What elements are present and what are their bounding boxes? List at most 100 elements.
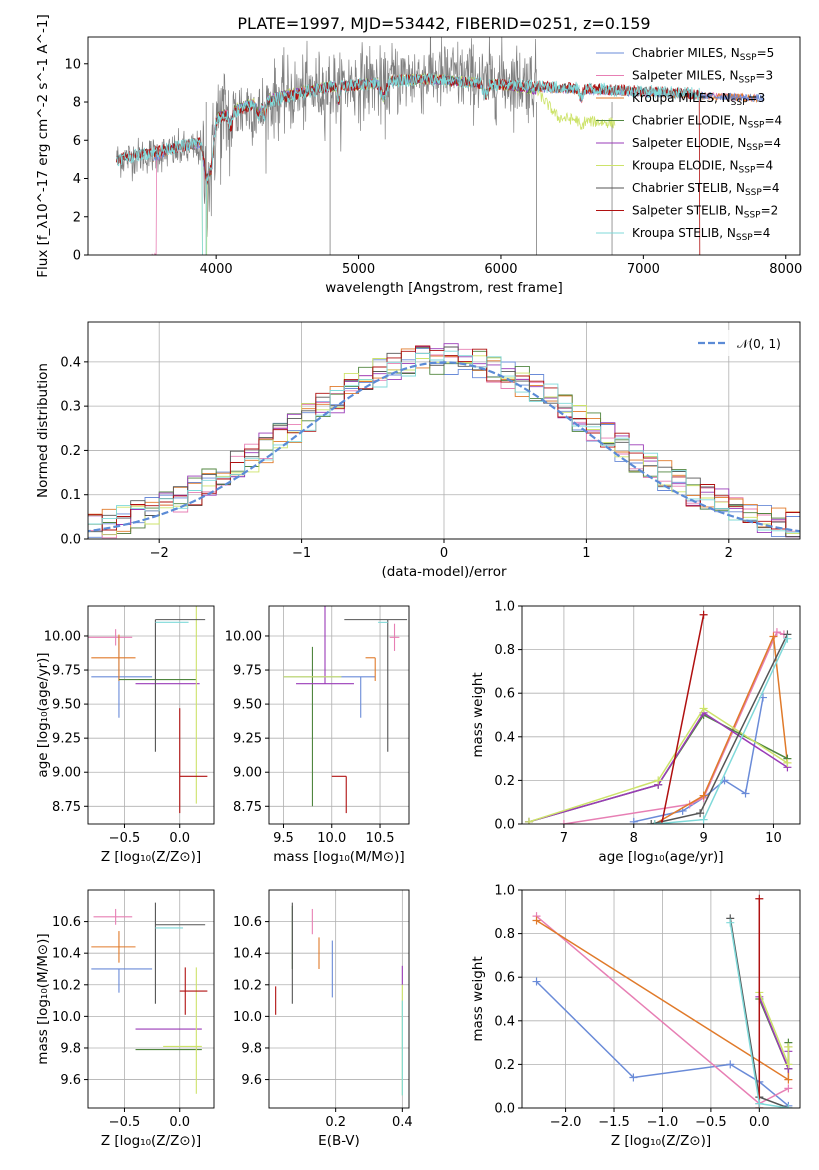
point-kroupa-miles — [91, 931, 136, 963]
series-group-spectrum — [116, 37, 765, 255]
point-chabrier-stelib — [154, 619, 206, 752]
y-axis-label: mass [log₁₀(M/M⊙)] — [35, 933, 51, 1064]
y-tick-label: 9.25 — [52, 732, 81, 747]
point-salpeter-elodie — [296, 606, 354, 685]
y-axis-label: mass weight — [470, 672, 486, 757]
y-tick-label: 9.50 — [52, 698, 81, 713]
series-salpeter-stelib — [657, 610, 708, 824]
y-tick-label: 10.6 — [233, 915, 262, 930]
data-point — [657, 820, 666, 824]
data-point — [654, 776, 663, 785]
axes-age-weight: 7 8 9 10 0.0 0.2 0.4 0.6 0.8 1.0 age [log₁₀(age/yr… — [470, 600, 801, 865]
point-salpeter-miles — [93, 908, 133, 925]
x-axis-label: E(B-V) — [318, 1133, 360, 1149]
plot-area-spectrum — [116, 37, 765, 255]
axes-frame — [521, 889, 801, 1109]
y-tick-label: 0 — [73, 249, 81, 264]
x-tick-label: 7000 — [627, 262, 660, 277]
series-kroupa-stelib — [650, 634, 792, 824]
x-tick-label: 10.5 — [366, 831, 395, 846]
series-group-residuals — [88, 343, 800, 539]
series-line — [651, 633, 789, 824]
y-tick-label: 10.6 — [52, 915, 81, 930]
axes-frame — [87, 889, 215, 1109]
legend-residuals: 𝒩(0, 1) — [690, 330, 794, 356]
x-tick-label: 0.0 — [749, 1115, 770, 1130]
series-chabrier-miles — [629, 693, 767, 824]
series-line — [660, 614, 705, 824]
axes-frame — [521, 605, 801, 825]
series-line — [654, 638, 789, 824]
data-point — [755, 1099, 764, 1108]
data-point — [784, 1042, 793, 1051]
x-tick-label: −0.5 — [109, 1115, 141, 1130]
plot-area-Z-age — [88, 606, 214, 824]
x-tick-label: 4000 — [200, 262, 233, 277]
data-point — [699, 704, 708, 713]
series-line — [528, 711, 788, 823]
plot-area-EBV-mass — [269, 890, 409, 1108]
legend-entry: Salpeter MILES, NSSP=3 — [632, 69, 773, 86]
legend-entry: Kroupa MILES, NSSP=3 — [632, 91, 765, 108]
legend-entry: Salpeter ELODIE, NSSP=4 — [632, 136, 781, 153]
x-tick-label: 0.0 — [169, 1115, 190, 1130]
x-tick-label: 1 — [582, 546, 590, 561]
axes-frame — [268, 889, 410, 1109]
y-tick-label: 9.25 — [233, 732, 262, 747]
y-tick-label: 0.6 — [494, 687, 515, 702]
x-tick-label: −1 — [292, 546, 311, 561]
y-tick-label: 9.00 — [233, 766, 262, 781]
point-kroupa-elodie — [163, 967, 202, 1094]
x-tick-label: 7 — [560, 831, 568, 846]
y-axis-label: Flux [f_λ10^-17 erg cm^-2 s^-1 A^-1] — [35, 14, 51, 277]
series-group-Z-age — [88, 606, 208, 814]
x-tick-label: −2 — [150, 546, 169, 561]
axes-mass-age: 9.5 10.0 10.5 8.75 9.00 9.25 9.50 9.75 10.00 mass… — [225, 605, 410, 865]
series-group-Z-weight — [532, 894, 793, 1108]
y-tick-label: 10.0 — [52, 1010, 81, 1025]
data-point — [769, 632, 778, 641]
data-point — [532, 977, 541, 986]
data-point — [726, 918, 735, 927]
x-axis-label: (data-model)/error — [381, 564, 507, 580]
y-tick-label: 8.75 — [233, 800, 262, 815]
data-point — [629, 817, 638, 824]
x-tick-label: −0.5 — [695, 1115, 727, 1130]
x-tick-label: −2.0 — [550, 1115, 582, 1130]
data-point — [741, 789, 750, 798]
data-point — [784, 1104, 793, 1108]
y-tick-label: 9.50 — [233, 698, 262, 713]
plot-area-Z-mass — [88, 890, 214, 1108]
y-tick-label: 0.0 — [494, 1102, 515, 1117]
point-chabrier-miles — [91, 635, 153, 718]
y-tick-label: 9.6 — [60, 1073, 81, 1088]
model-line-kroupa-stelib — [116, 72, 701, 255]
series-line — [654, 633, 789, 824]
y-tick-label: 10.4 — [52, 947, 81, 962]
y-tick-label: 0.8 — [494, 927, 515, 942]
data-point — [726, 1060, 735, 1069]
y-tick-label: 10.00 — [44, 629, 81, 644]
data-point — [647, 820, 656, 824]
x-axis-label: mass [log₁₀(M/M⊙)] — [273, 849, 404, 865]
series-kroupa-elodie — [524, 704, 792, 824]
point-chabrier-stelib — [344, 619, 408, 752]
y-tick-label: 10.2 — [52, 978, 81, 993]
axes-frame — [268, 605, 410, 825]
data-point — [699, 610, 708, 619]
axes-Z-age: −0.5 0.0 8.75 9.00 9.25 9.50 9.75 10.00 Z [log₁₀… — [35, 605, 215, 865]
y-tick-label: 10.00 — [225, 629, 262, 644]
point-kroupa-miles — [91, 634, 136, 681]
point-kroupa-miles — [365, 657, 376, 681]
x-tick-label: 9.5 — [273, 831, 294, 846]
data-point — [784, 1075, 793, 1084]
y-tick-label: 10.2 — [233, 978, 262, 993]
x-tick-label: 6000 — [484, 262, 517, 277]
series-salpeter-elodie — [524, 708, 792, 824]
axes-Z-mass: −0.5 0.0 9.6 9.8 10.0 10.2 10.4 10.6 Z [log₁₀(Z/… — [35, 889, 215, 1149]
x-tick-label: 2 — [725, 546, 733, 561]
point-chabrier-miles — [91, 968, 153, 993]
y-tick-label: 9.8 — [241, 1041, 262, 1056]
axes-frame — [87, 36, 801, 256]
y-tick-label: 10.4 — [233, 947, 262, 962]
